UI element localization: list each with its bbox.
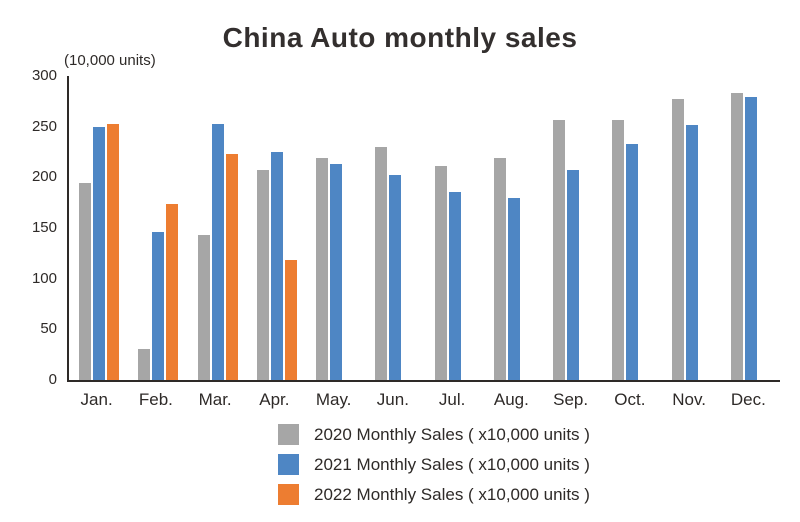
y-tick-label: 150 [31,219,57,236]
bar-2020-jul [434,166,447,380]
legend-item: 2020 Monthly Sales ( x10,000 units ) [278,424,590,445]
x-axis-label: Feb. [138,390,173,409]
bar-group-jan [69,76,128,380]
bar-2021-jun [389,175,402,380]
legend-item: 2022 Monthly Sales ( x10,000 units ) [278,484,590,505]
bar-2021-mar [211,124,224,380]
x-axis-labels: Jan. Feb. Mar. Apr. May. Jun. Jul. Aug. Sep. Oct.… [67,390,778,410]
y-axis-units-label: (10,000 units) [64,52,156,69]
y-axis-tick-labels: 0 50 100 150 200 250 300 [0,67,57,388]
legend-swatch [278,484,299,505]
legend-item: 2021 Monthly Sales ( x10,000 units ) [278,454,590,475]
bar-2021-apr [270,152,283,380]
legend-label: 2020 Monthly Sales ( x10,000 units ) [314,424,590,444]
bar-2021-may [330,164,342,380]
bar-group-mar [188,76,247,380]
bar-2021-feb [152,232,165,380]
x-axis-label: Aug. [493,390,529,409]
x-axis-label: Mar. [198,390,232,409]
bar-2020-may [316,158,328,380]
x-axis-label: Jan. [80,390,113,409]
bar-2020-aug [493,158,506,380]
bar-group-dec [721,76,780,380]
legend-label: 2021 Monthly Sales ( x10,000 units ) [314,454,590,474]
bar-2020-jan [79,183,91,380]
bar-2021-dec [744,97,757,380]
y-tick-label: 50 [40,320,57,337]
legend-label: 2022 Monthly Sales ( x10,000 units ) [314,484,590,504]
bar-2021-aug [507,198,520,380]
y-tick-label: 250 [31,118,57,135]
y-tick-label: 200 [31,168,57,185]
bar-2022-jan [107,124,119,380]
plot-area [67,76,780,382]
bar-group-jun [365,76,424,380]
bar-group-may [306,76,365,380]
bar-2021-sep [567,170,579,380]
bar-2022-mar [225,154,238,380]
legend-swatch [278,454,299,475]
bar-2020-dec [730,93,743,380]
bar-group-sep [543,76,602,380]
bar-2022-feb [166,204,179,380]
bar-2021-jan [93,127,105,380]
bar-2020-feb [138,349,151,380]
bar-group-jul [425,76,484,380]
x-axis-label: Nov. [672,390,706,409]
legend-swatch [278,424,299,445]
y-tick-label: 300 [31,67,57,84]
bar-2020-nov [671,99,684,380]
x-axis-label: Dec. [730,390,766,409]
bar-2020-apr [256,170,269,380]
bar-2021-nov [685,125,698,380]
bar-2020-mar [197,235,210,380]
legend: 2020 Monthly Sales ( x10,000 units ) 2021… [278,424,590,505]
x-axis-label: Sep. [553,390,589,409]
x-axis-label: Oct. [614,390,646,409]
bar-group-feb [128,76,187,380]
bar-group-aug [484,76,543,380]
bar-2022-apr [284,260,297,380]
bar-2020-jun [375,147,388,380]
x-axis-label: Jun. [376,390,409,409]
bar-group-apr [247,76,306,380]
x-axis-label: Jul. [438,390,466,409]
bar-2021-oct [626,144,639,380]
x-axis-label: May. [315,390,352,409]
bar-group-nov [662,76,721,380]
bar-2021-jul [448,192,461,380]
bar-group-oct [602,76,661,380]
bar-2020-oct [612,120,625,380]
x-axis-label: Apr. [259,390,290,409]
bar-2020-sep [553,120,565,380]
chart-title: China Auto monthly sales [222,22,578,53]
y-tick-label: 100 [31,270,57,287]
y-tick-label: 0 [48,371,57,388]
